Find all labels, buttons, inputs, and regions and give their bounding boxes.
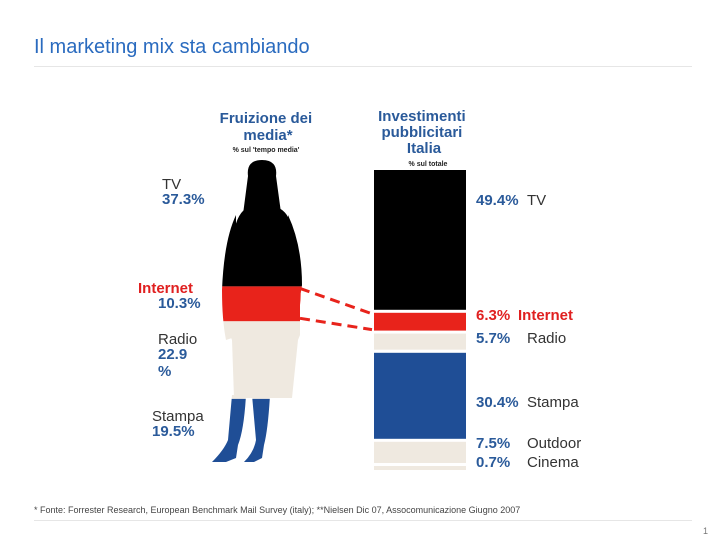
investment-segment-tv	[374, 170, 466, 310]
footer-divider	[34, 520, 692, 521]
silhouette-segment-internet	[212, 286, 302, 322]
left-category-radio: Radio	[158, 331, 197, 348]
right-chart-subtitle: % sul totale	[409, 161, 448, 168]
left-value-stampa: 19.5%	[152, 423, 195, 440]
investment-stacked-bar	[374, 170, 466, 470]
left-chart-title: Fruizione dei media*	[220, 110, 317, 144]
title-divider	[34, 66, 692, 67]
slide-title: Il marketing mix sta cambiando	[34, 36, 310, 58]
right-value-radio: 5.7%	[476, 330, 510, 347]
woman-silhouette-bar	[212, 160, 302, 462]
source-footnote: * Fonte: Forrester Research, European Be…	[34, 505, 521, 515]
right-value-cinema: 0.7%	[476, 454, 510, 471]
left-value-internet: 10.3%	[158, 295, 201, 312]
investment-segment-stampa	[374, 352, 466, 439]
right-category-outdoor: Outdoor	[527, 435, 581, 452]
right-value-tv: 49.4%	[476, 192, 519, 209]
right-value-internet: 6.3%	[476, 307, 510, 324]
connector-line-top	[299, 286, 373, 316]
left-category-internet: Internet	[138, 280, 193, 297]
silhouette-segment-tv	[212, 160, 302, 287]
left-category-tv: TV	[162, 176, 181, 193]
investment-segment-cinema	[374, 466, 466, 470]
right-value-outdoor: 7.5%	[476, 435, 510, 452]
connector-line-bottom	[299, 316, 373, 332]
right-category-internet: Internet	[518, 307, 573, 324]
left-chart-subtitle: % sul 'tempo media'	[233, 147, 300, 154]
left-value-radio: 22.9%	[158, 346, 187, 380]
left-category-stampa: Stampa	[152, 408, 204, 425]
silhouette-segment-stampa	[212, 398, 302, 462]
investment-segment-radio	[374, 333, 466, 350]
silhouette-segment-radio	[212, 321, 302, 399]
right-category-radio: Radio	[527, 330, 566, 347]
page-number: 1	[702, 526, 708, 536]
investment-labels: 49.4% TV 6.3% Internet 5.7% Radio 30.4% Stampa 7…	[476, 192, 581, 471]
investment-segment-outdoor	[374, 441, 466, 463]
right-category-cinema: Cinema	[527, 454, 579, 471]
right-chart-title: Investimenti pubblicitari Italia	[378, 108, 470, 157]
right-value-stampa: 30.4%	[476, 394, 519, 411]
right-category-stampa: Stampa	[527, 394, 579, 411]
right-category-tv: TV	[527, 192, 546, 209]
investment-segment-internet	[374, 312, 466, 331]
internet-connector-lines	[299, 286, 373, 332]
left-value-tv: 37.3%	[162, 191, 205, 208]
